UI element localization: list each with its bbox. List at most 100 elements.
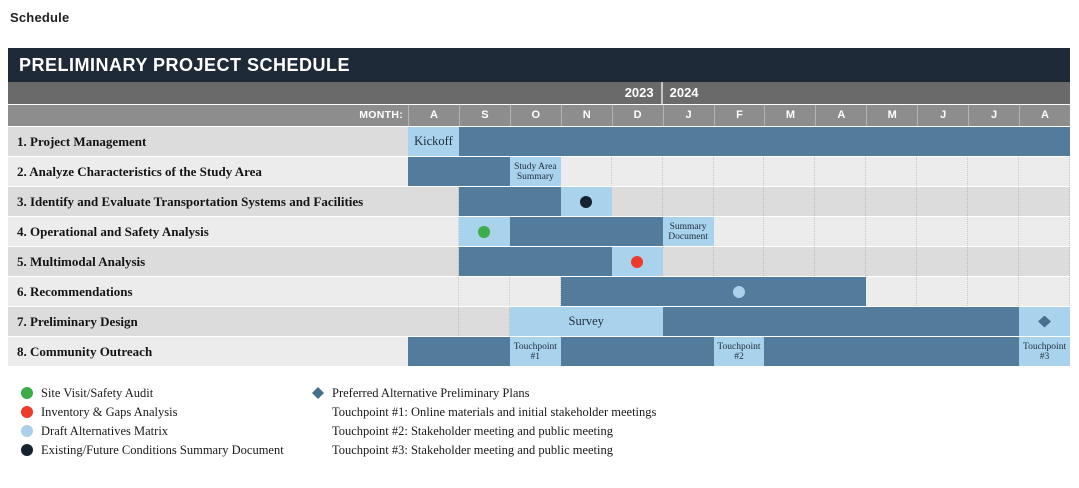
legend-label: Touchpoint #3: Stakeholder meeting and p…: [332, 443, 614, 457]
gridline-cell: [1019, 187, 1070, 216]
gantt-bar: [662, 307, 1020, 336]
legend-label: Preferred Alternative Preliminary Plans: [332, 386, 530, 400]
gridline-cell: [764, 157, 816, 186]
gridline-cell: [968, 217, 1020, 246]
gantt-bar: [509, 217, 663, 246]
gridline-cell: [968, 247, 1020, 276]
bar-label: Touchpoint #1: [513, 341, 557, 362]
gantt-bar: [408, 157, 510, 186]
diamond-icon: [312, 387, 324, 399]
chart-title: PRELIMINARY PROJECT SCHEDULE: [8, 48, 1070, 82]
year-label: 2023: [8, 82, 663, 104]
month-cell: J: [968, 105, 1019, 126]
gridline-cell: [714, 217, 765, 246]
gantt-milestone-cell: Survey: [509, 307, 663, 336]
gridline-cell: [408, 277, 459, 306]
legend-label: Existing/Future Conditions Summary Docum…: [41, 443, 284, 457]
month-cell: J: [662, 105, 714, 126]
gridline-cell: [408, 247, 459, 276]
task-row: 2. Analyze Characteristics of the Study …: [8, 157, 1070, 187]
legend-label: Touchpoint #1: Online materials and init…: [332, 405, 657, 419]
legend-item: Touchpoint #1: Online materials and init…: [312, 403, 656, 421]
gridline-cell: [459, 307, 510, 336]
gridline-cell: [408, 187, 459, 216]
legend-item: Existing/Future Conditions Summary Docum…: [21, 441, 308, 459]
task-timeline: [408, 247, 1070, 276]
gridline-cell: [561, 157, 612, 186]
month-cell: A: [1019, 105, 1070, 126]
task-rows: 1. Project Management Kickoff 2. Analyze C…: [8, 127, 1070, 367]
bar-label: Touchpoint #2: [717, 341, 761, 362]
gridline-cell: [408, 307, 459, 336]
gantt-milestone-cell: [611, 247, 663, 276]
gridline-cell: [815, 187, 867, 216]
legend: Site Visit/Safety Audit Inventory & Gaps …: [21, 384, 656, 460]
legend-item: Draft Alternatives Matrix: [21, 422, 308, 440]
task-label: 4. Operational and Safety Analysis: [17, 224, 209, 239]
lightblue-dot-icon: [21, 425, 33, 437]
legend-item: Touchpoint #2: Stakeholder meeting and p…: [312, 422, 656, 440]
gridline-cell: [917, 187, 969, 216]
legend-column-left: Site Visit/Safety Audit Inventory & Gaps …: [21, 384, 308, 460]
month-cell: A: [815, 105, 866, 126]
gridline-cell: [1019, 217, 1070, 246]
year-label: 2024: [669, 85, 699, 100]
month-cell: M: [866, 105, 917, 126]
gridline-cell: [815, 247, 867, 276]
task-row: 6. Recommendations: [8, 277, 1070, 307]
task-row: 1. Project Management Kickoff: [8, 127, 1070, 157]
month-cell: F: [713, 105, 765, 126]
gridline-cell: [917, 247, 969, 276]
lightblue-dot-icon: [733, 285, 745, 298]
gantt-milestone-cell: Summary Document: [662, 217, 714, 246]
gridline-cell: [612, 187, 663, 216]
task-timeline: Touchpoint #1 Touchpoint #2 Touchpoint #3: [408, 337, 1070, 366]
task-row: 5. Multimodal Analysis: [8, 247, 1070, 277]
task-label: 3. Identify and Evaluate Transportation …: [17, 194, 364, 209]
gridline-cell: [1019, 157, 1070, 186]
gridline-cell: [815, 157, 867, 186]
green-dot-icon: [478, 225, 491, 238]
task-row: 8. Community Outreach Touchpoint #1 Touchp…: [8, 337, 1070, 367]
gridline-cell: [1019, 277, 1070, 306]
task-row: 7. Preliminary Design Survey: [8, 307, 1070, 337]
task-timeline: [408, 187, 1070, 216]
gridline-cell: [663, 187, 714, 216]
task-label: 7. Preliminary Design: [17, 314, 138, 329]
bar-label: Summary Document: [668, 221, 708, 242]
gantt-chart: PRELIMINARY PROJECT SCHEDULE 2023 2024 M O…: [8, 48, 1070, 367]
gridline-cell: [612, 157, 663, 186]
legend-label: Draft Alternatives Matrix: [41, 424, 169, 438]
gridline-cell: [866, 277, 918, 306]
gridline-cell: [714, 157, 765, 186]
task-label: 2. Analyze Characteristics of the Study …: [17, 164, 262, 179]
legend-item: Inventory & Gaps Analysis: [21, 403, 308, 421]
legend-item: Preferred Alternative Preliminary Plans: [312, 384, 656, 402]
gantt-milestone-cell: Kickoff: [408, 127, 459, 156]
gantt-bar: [458, 247, 612, 276]
gridline-cell: [663, 157, 714, 186]
gridline-cell: [866, 247, 918, 276]
month-cell: O: [509, 105, 561, 126]
month-cell: J: [917, 105, 968, 126]
legend-column-right: Preferred Alternative Preliminary Plans T…: [312, 384, 656, 460]
gantt-bar: [408, 337, 510, 366]
gridline-cell: [917, 157, 969, 186]
task-row: 3. Identify and Evaluate Transportation …: [8, 187, 1070, 217]
legend-label: Inventory & Gaps Analysis: [41, 405, 178, 419]
gridline-cell: [408, 217, 459, 246]
gridline-cell: [459, 277, 510, 306]
gridline-cell: [764, 217, 816, 246]
gantt-milestone-cell: Study Area Summary: [509, 157, 561, 186]
gridline-cell: [510, 277, 561, 306]
gantt-milestone-cell: [458, 217, 510, 246]
gridline-cell: [764, 187, 816, 216]
page-title: Schedule: [10, 10, 70, 25]
gantt-bar: [458, 187, 561, 216]
green-dot-icon: [21, 387, 33, 399]
legend-item: Site Visit/Safety Audit: [21, 384, 308, 402]
task-timeline: Kickoff: [408, 127, 1070, 156]
bar-label: Study Area Summary: [514, 161, 557, 182]
gridline-cell: [917, 277, 969, 306]
